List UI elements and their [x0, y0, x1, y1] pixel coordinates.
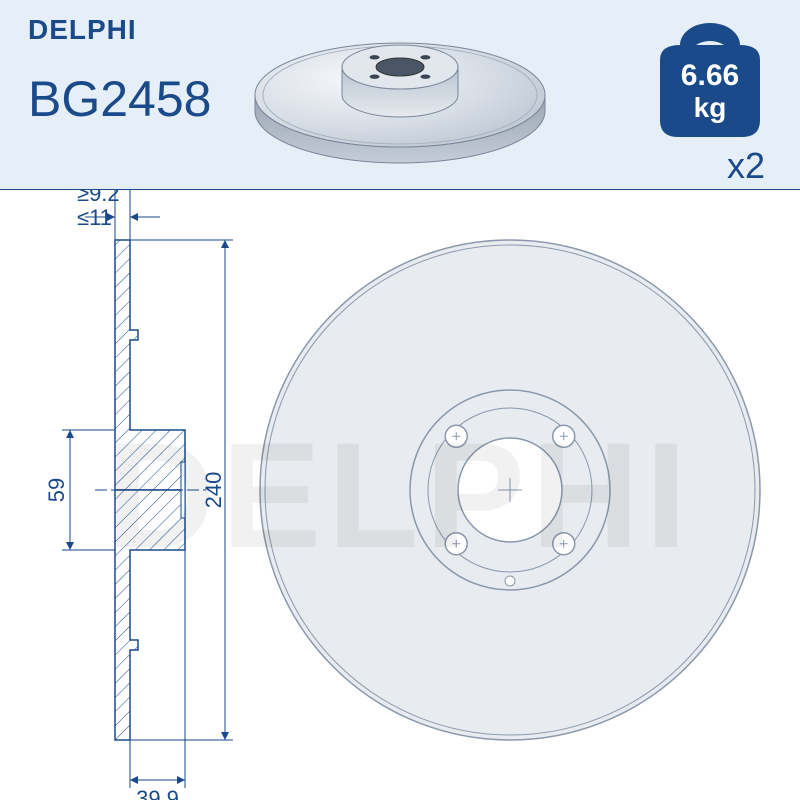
- quantity-label: x2: [727, 145, 765, 187]
- svg-text:≥9.2: ≥9.2: [77, 190, 120, 206]
- svg-text:kg: kg: [694, 92, 727, 123]
- header-panel: DELPHI BG2458 6.66kg x2: [0, 0, 800, 190]
- svg-text:39.9: 39.9: [136, 786, 179, 800]
- svg-text:240: 240: [201, 472, 226, 509]
- weight-badge: 6.66kg: [650, 15, 770, 150]
- svg-text:59: 59: [44, 478, 69, 502]
- svg-text:≤11: ≤11: [77, 205, 112, 230]
- front-view: [260, 240, 760, 740]
- svg-text:6.66: 6.66: [681, 59, 739, 92]
- technical-drawing: DELPHI ≥9.2≤112405939.9: [0, 190, 800, 800]
- side-view: [95, 240, 210, 740]
